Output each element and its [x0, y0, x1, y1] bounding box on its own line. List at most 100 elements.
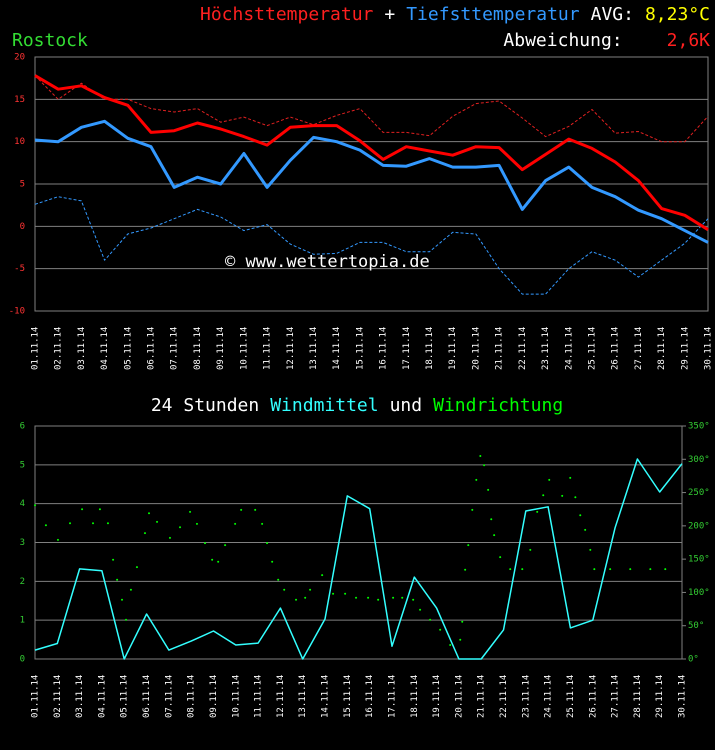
- direction-dot: [355, 596, 358, 599]
- direction-dot: [367, 596, 370, 599]
- direction-dot: [168, 536, 171, 539]
- x-tick-label: 18.11.14: [425, 327, 435, 370]
- direction-dot: [509, 568, 512, 571]
- x-tick-label: 02.11.14: [54, 327, 64, 370]
- y-tick-label: 10: [14, 137, 25, 147]
- x-tick-label: 07.11.14: [170, 327, 180, 370]
- watermark: © www.wettertopia.de: [225, 252, 430, 272]
- direction-dot: [561, 494, 564, 497]
- deviation-label: Abweichung:: [503, 30, 622, 51]
- x-tick-label: 11.11.14: [263, 327, 273, 370]
- direction-dot: [321, 574, 324, 577]
- direction-dot: [81, 508, 84, 511]
- title-part: und: [390, 395, 423, 416]
- x-tick-label: 22.11.14: [499, 675, 509, 718]
- x-tick-label: 15.11.14: [355, 327, 365, 370]
- direction-dot: [254, 508, 257, 511]
- direction-dot: [135, 566, 138, 569]
- title-part: AVG:: [591, 4, 634, 25]
- direction-dot: [283, 588, 286, 591]
- direction-dot: [593, 568, 596, 571]
- x-tick-label: 26.11.14: [611, 327, 621, 370]
- title-part: Tiefsttemperatur: [406, 4, 580, 25]
- x-tick-label: 10.11.14: [239, 327, 249, 370]
- direction-dot: [106, 522, 109, 525]
- x-tick-label: 01.11.14: [31, 675, 41, 718]
- direction-dot: [309, 588, 312, 591]
- direction-dot: [332, 592, 335, 595]
- y-tick-label: 0: [20, 655, 25, 665]
- x-tick-label: 04.11.14: [100, 327, 110, 370]
- direction-dot: [189, 510, 192, 513]
- y-tick-label: 0: [20, 222, 25, 232]
- y-tick-label: 2: [20, 577, 25, 587]
- x-tick-label: 02.11.14: [53, 675, 63, 718]
- direction-dot: [529, 548, 532, 551]
- title-part: 24 Stunden: [151, 395, 259, 416]
- x-tick-label: 27.11.14: [611, 675, 621, 718]
- direction-dot: [98, 508, 101, 511]
- x-tick-label: 13.11.14: [298, 675, 308, 718]
- direction-dot: [156, 520, 159, 523]
- y-tick-label: 20: [14, 53, 25, 63]
- direction-dot: [401, 596, 404, 599]
- y2-tick-label: 300°: [688, 455, 710, 465]
- direction-dot: [69, 522, 72, 525]
- deviation-value: 2,6K: [667, 30, 711, 51]
- y2-tick-label: 0°: [688, 655, 699, 665]
- direction-dot: [449, 644, 452, 647]
- x-tick-label: 13.11.14: [309, 327, 319, 370]
- direction-dot: [271, 560, 274, 563]
- direction-dot: [664, 568, 667, 571]
- x-tick-label: 03.11.14: [77, 327, 87, 370]
- direction-dot: [211, 558, 214, 561]
- y2-tick-label: 200°: [688, 521, 710, 531]
- direction-dot: [204, 542, 207, 545]
- direction-dot: [261, 522, 264, 525]
- direction-dot: [129, 588, 132, 591]
- direction-dot: [419, 608, 422, 611]
- x-tick-label: 08.11.14: [187, 675, 197, 718]
- title-part: Höchsttemperatur: [200, 4, 374, 25]
- station: Rostock: [12, 30, 88, 51]
- direction-dot: [439, 628, 442, 631]
- chart-title: Höchsttemperatur + Tiefsttemperatur AVG: 8,2…: [200, 4, 710, 25]
- series-line: [34, 74, 709, 231]
- direction-dot: [92, 522, 95, 525]
- x-tick-label: 21.11.14: [495, 327, 505, 370]
- chart-title: 24 Stunden Windmittel und Windrichtung: [151, 395, 563, 416]
- y-tick-label: 1: [20, 616, 25, 626]
- x-tick-label: 06.11.14: [142, 675, 152, 718]
- direction-dot: [392, 596, 395, 599]
- direction-dot: [56, 538, 59, 541]
- direction-dot: [542, 494, 545, 497]
- direction-dot: [467, 544, 470, 547]
- x-tick-label: 30.11.14: [678, 675, 688, 718]
- direction-dot: [112, 558, 115, 561]
- title-part: +: [384, 4, 395, 25]
- y2-tick-label: 150°: [688, 555, 710, 565]
- x-tick-label: 05.11.14: [120, 675, 130, 718]
- x-tick-label: 24.11.14: [544, 675, 554, 718]
- x-tick-label: 29.11.14: [655, 675, 665, 718]
- x-tick-label: 15.11.14: [343, 675, 353, 718]
- direction-dot: [574, 496, 577, 499]
- x-tick-label: 12.11.14: [276, 675, 286, 718]
- x-tick-label: 27.11.14: [634, 327, 644, 370]
- x-tick-label: 30.11.14: [704, 327, 714, 370]
- x-tick-label: 14.11.14: [332, 327, 342, 370]
- x-tick-label: 23.11.14: [521, 675, 531, 718]
- y-tick-label: 5: [20, 180, 25, 190]
- title-part: Windmittel: [270, 395, 378, 416]
- direction-dot: [487, 488, 490, 491]
- x-tick-label: 19.11.14: [448, 327, 458, 370]
- direction-dot: [649, 568, 652, 571]
- x-tick-label: 21.11.14: [477, 675, 487, 718]
- direction-dot: [536, 510, 539, 513]
- x-tick-label: 06.11.14: [147, 327, 157, 370]
- series-line: [34, 196, 709, 295]
- direction-dot: [224, 544, 227, 547]
- direction-dot: [277, 578, 280, 581]
- direction-dot: [499, 556, 502, 559]
